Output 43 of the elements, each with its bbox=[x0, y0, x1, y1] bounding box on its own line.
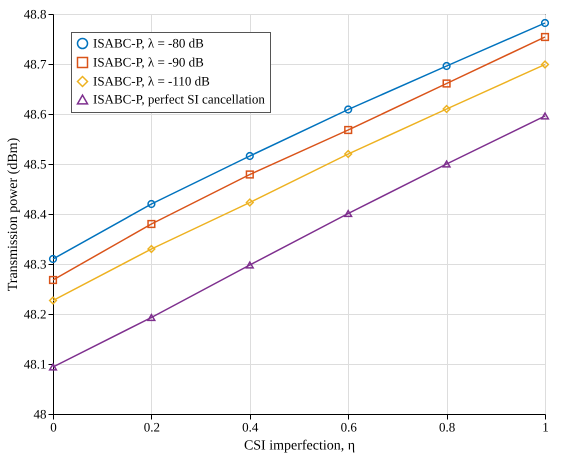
x-tick-label: 1 bbox=[542, 420, 549, 434]
x-tick-label: 0.8 bbox=[438, 420, 456, 434]
point bbox=[344, 126, 352, 134]
point bbox=[344, 150, 352, 158]
point bbox=[540, 60, 550, 69]
point bbox=[48, 276, 58, 284]
y-tick-label: 48.4 bbox=[24, 206, 47, 222]
point bbox=[246, 198, 254, 207]
y-tick-label: 48.7 bbox=[24, 56, 47, 72]
point bbox=[246, 170, 254, 179]
legend-label: ISABC-P, perfect SI cancellation bbox=[93, 92, 266, 106]
point bbox=[246, 152, 254, 160]
legend-label: ISABC-P, λ = -110 dB bbox=[93, 74, 210, 88]
point bbox=[344, 105, 352, 114]
y-tick-label: 48.6 bbox=[24, 106, 47, 122]
point bbox=[540, 112, 550, 120]
legend-label: ISABC-P, λ = -80 dB bbox=[93, 36, 204, 50]
y-tick-label: 48.3 bbox=[24, 256, 46, 272]
point bbox=[344, 210, 352, 218]
x-tick-label: 0 bbox=[50, 420, 57, 434]
point bbox=[442, 104, 451, 114]
point bbox=[48, 363, 58, 371]
y-tick-label: 48.8 bbox=[24, 6, 46, 22]
point bbox=[246, 261, 254, 269]
point bbox=[147, 220, 156, 228]
x-tick-label: 0.4 bbox=[242, 420, 259, 434]
x-tick-label: 0.2 bbox=[144, 420, 160, 434]
point bbox=[442, 160, 451, 168]
point bbox=[147, 200, 156, 208]
point bbox=[540, 32, 550, 42]
y-axis-title: Transmission power (dBm) bbox=[6, 137, 21, 292]
y-tick-label: 48.2 bbox=[24, 306, 46, 322]
y-tick-label: 48.5 bbox=[24, 156, 46, 172]
point bbox=[147, 244, 156, 254]
point bbox=[442, 79, 451, 88]
x-axis-title: CSI imperfection, η bbox=[244, 438, 356, 454]
y-tick-label: 48 bbox=[34, 406, 46, 422]
y-tick-label: 48.1 bbox=[24, 356, 46, 372]
point bbox=[48, 296, 58, 305]
x-tick-label: 0.6 bbox=[340, 420, 358, 434]
legend-label: ISABC-P, λ = -90 dB bbox=[93, 54, 204, 70]
point bbox=[442, 62, 451, 70]
point bbox=[147, 314, 156, 322]
